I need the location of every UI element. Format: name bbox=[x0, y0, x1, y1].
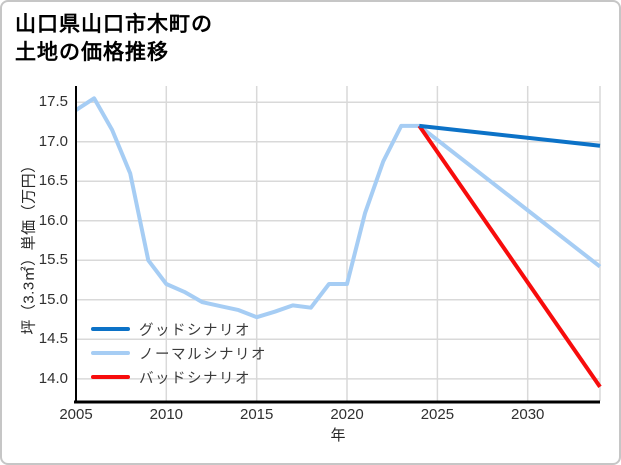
legend-swatch-bad bbox=[91, 375, 130, 379]
legend-label: グッドシナリオ bbox=[139, 322, 251, 339]
legend-item-good: グッドシナリオ bbox=[91, 317, 267, 341]
legend-label: ノーマルシナリオ bbox=[139, 346, 267, 363]
series-line-normal bbox=[74, 96, 602, 320]
x-tick-label: 2010 bbox=[149, 406, 184, 423]
page-title-line2: 土地の価格推移 bbox=[15, 41, 169, 64]
legend-label: バッドシナリオ bbox=[139, 370, 251, 387]
series-line-bad bbox=[417, 124, 602, 388]
y-tick-label: 16.5 bbox=[38, 172, 68, 190]
page-title: 山口県山口市木町の 土地の価格推移 bbox=[15, 11, 213, 67]
y-tick-label: 17.0 bbox=[38, 132, 68, 150]
legend: グッドシナリオ ノーマルシナリオ バッドシナリオ bbox=[91, 317, 267, 389]
x-tick-label: 2015 bbox=[240, 406, 274, 423]
legend-item-normal: ノーマルシナリオ bbox=[91, 341, 267, 365]
legend-swatch-normal bbox=[91, 351, 130, 355]
y-axis-title: 坪（3.3㎡）単価（万円） bbox=[20, 157, 38, 335]
x-axis-title: 年 bbox=[330, 427, 346, 444]
x-tick-label: 2020 bbox=[330, 406, 364, 423]
y-tick-label: 15.0 bbox=[38, 290, 68, 308]
y-tick-label: 14.5 bbox=[38, 330, 68, 348]
y-tick-label: 14.0 bbox=[38, 369, 68, 387]
page-title-line1: 山口県山口市木町の bbox=[15, 13, 213, 36]
y-tick-label: 16.0 bbox=[38, 211, 68, 229]
legend-swatch-good bbox=[91, 327, 130, 331]
y-tick-label: 17.5 bbox=[38, 93, 68, 111]
x-tick-label: 2005 bbox=[59, 406, 93, 423]
x-tick-label: 2025 bbox=[420, 406, 455, 423]
legend-item-bad: バッドシナリオ bbox=[91, 365, 267, 389]
series-line-good bbox=[419, 123, 601, 148]
y-tick-label: 15.5 bbox=[38, 251, 68, 269]
x-tick-label: 2030 bbox=[511, 406, 545, 423]
